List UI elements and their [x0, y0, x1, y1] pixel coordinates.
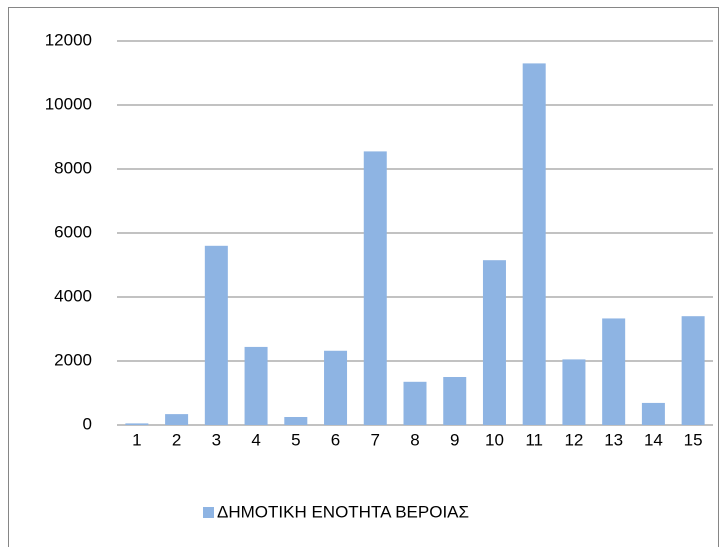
y-tick-label: 0: [83, 414, 92, 433]
bar: [482, 260, 506, 425]
x-tick-label: 8: [410, 430, 419, 449]
x-tick-label: 14: [644, 430, 663, 449]
x-tick-label: 10: [485, 430, 504, 449]
bar: [363, 151, 387, 425]
y-tick-label: 8000: [54, 158, 92, 177]
x-tick-label: 11: [525, 430, 543, 449]
bar: [681, 316, 705, 425]
x-tick-label: 15: [684, 430, 703, 449]
bar: [403, 381, 427, 425]
legend-label: ΔΗΜΟΤΙΚΗ ΕΝΟΤΗΤΑ ΒΕΡΟΙΑΣ: [217, 502, 469, 521]
x-tick-label: 6: [331, 430, 340, 449]
x-tick-label: 9: [450, 430, 459, 449]
bar: [562, 359, 586, 425]
x-tick-label: 1: [132, 430, 141, 449]
bar: [443, 377, 467, 425]
bar: [244, 346, 268, 425]
bar: [324, 350, 348, 425]
x-tick-label: 5: [291, 430, 300, 449]
bar: [641, 402, 665, 425]
x-tick-label: 4: [251, 430, 260, 449]
x-tick-label: 7: [371, 430, 380, 449]
y-tick-label: 12000: [45, 30, 92, 49]
y-tick-label: 4000: [54, 286, 92, 305]
bar: [125, 423, 149, 425]
bar: [522, 63, 546, 426]
y-tick-label: 10000: [45, 94, 92, 113]
bar: [165, 414, 189, 425]
bar: [284, 417, 308, 425]
legend-swatch: [203, 507, 214, 518]
y-tick-label: 2000: [54, 350, 92, 369]
x-tick-label: 3: [212, 430, 221, 449]
x-tick-label: 13: [604, 430, 623, 449]
bar: [602, 318, 626, 425]
x-tick-label: 12: [564, 430, 583, 449]
y-tick-label: 6000: [54, 222, 92, 241]
x-tick-label: 2: [172, 430, 181, 449]
chart-frame: [8, 7, 719, 547]
bar: [204, 245, 228, 425]
